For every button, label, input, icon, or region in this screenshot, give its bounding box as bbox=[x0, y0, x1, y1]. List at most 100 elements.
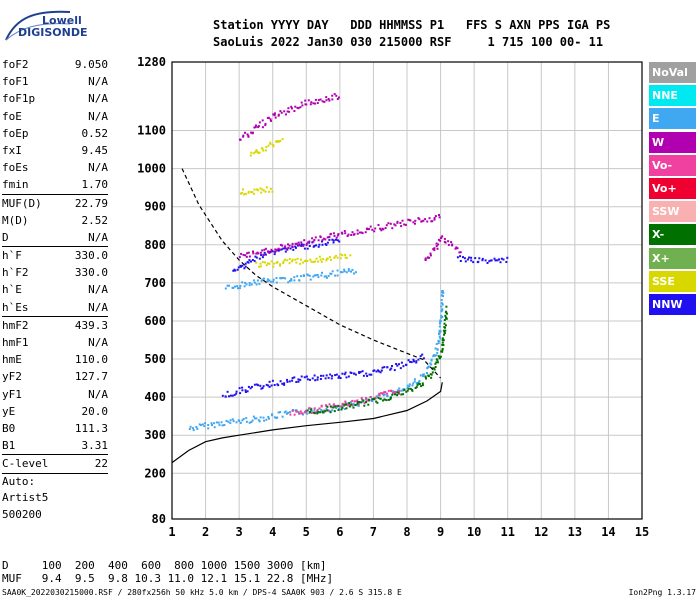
echo-mark bbox=[220, 421, 223, 424]
echo-mark bbox=[252, 192, 255, 195]
echo-mark bbox=[418, 218, 421, 221]
echo-mark bbox=[275, 249, 278, 252]
echo-mark bbox=[399, 367, 402, 370]
echo-mark bbox=[218, 424, 221, 427]
echo-mark bbox=[289, 411, 291, 414]
param-value: 20.0 bbox=[81, 404, 109, 418]
echo-mark bbox=[389, 222, 392, 225]
echo-mark bbox=[357, 401, 359, 403]
echo-mark bbox=[329, 256, 331, 259]
echo-mark bbox=[254, 255, 257, 258]
echo-mark bbox=[200, 424, 202, 427]
echo-mark bbox=[427, 365, 430, 368]
echo-mark bbox=[317, 276, 320, 279]
echo-mark bbox=[239, 392, 242, 395]
echo-mark bbox=[407, 218, 410, 221]
echo-mark bbox=[356, 404, 359, 407]
echo-mark bbox=[298, 412, 301, 415]
param-label: foF2 bbox=[2, 58, 29, 71]
echo-mark bbox=[421, 353, 424, 356]
echo-mark bbox=[261, 261, 264, 264]
echo-mark bbox=[366, 375, 369, 377]
param-row: hmF1 N/A bbox=[2, 334, 108, 351]
echo-mark bbox=[269, 187, 272, 190]
echo-mark bbox=[383, 398, 386, 401]
echo-mark bbox=[411, 389, 414, 392]
echo-mark bbox=[317, 239, 320, 242]
echo-mark bbox=[264, 261, 266, 264]
echo-mark bbox=[253, 383, 256, 386]
echo-mark bbox=[341, 232, 344, 235]
echo-mark bbox=[322, 237, 325, 240]
echo-mark bbox=[260, 265, 263, 268]
echo-mark bbox=[441, 308, 444, 311]
echo-mark bbox=[253, 126, 256, 129]
echo-mark bbox=[231, 394, 234, 397]
echo-mark bbox=[441, 347, 444, 350]
echo-mark bbox=[419, 355, 422, 358]
echo-mark bbox=[361, 398, 363, 401]
echo-mark bbox=[286, 380, 289, 383]
divider bbox=[2, 246, 108, 248]
echo-mark bbox=[343, 270, 346, 273]
param-row: foE N/A bbox=[2, 108, 108, 125]
echo-mark bbox=[439, 337, 442, 340]
echo-mark bbox=[316, 409, 319, 412]
echo-mark bbox=[334, 254, 337, 257]
echo-mark bbox=[434, 362, 437, 365]
echo-mark bbox=[441, 290, 444, 292]
echo-mark bbox=[326, 405, 329, 408]
echo-mark bbox=[251, 259, 254, 261]
echo-mark bbox=[288, 262, 291, 265]
echo-mark bbox=[347, 233, 350, 236]
echo-mark bbox=[383, 393, 386, 396]
echo-mark bbox=[300, 258, 302, 261]
legend-item-x-: X+ bbox=[649, 247, 696, 269]
echo-mark bbox=[268, 380, 271, 383]
echo-mark bbox=[360, 231, 363, 234]
echo-mark bbox=[340, 408, 343, 411]
echo-mark bbox=[413, 378, 416, 381]
echo-mark bbox=[441, 339, 444, 342]
echo-mark bbox=[300, 375, 303, 378]
x-tick-label: 2 bbox=[202, 525, 209, 539]
echo-mark bbox=[280, 277, 283, 280]
echo-mark bbox=[402, 389, 404, 392]
echo-mark bbox=[363, 402, 366, 405]
echo-mark bbox=[366, 228, 369, 231]
echo-mark bbox=[269, 118, 272, 121]
echo-mark bbox=[250, 131, 253, 134]
param-row: D N/A bbox=[2, 229, 108, 246]
echo-mark bbox=[337, 404, 340, 407]
echo-mark bbox=[444, 324, 447, 327]
echo-mark bbox=[371, 228, 374, 231]
echo-mark bbox=[494, 259, 497, 262]
echo-mark bbox=[422, 375, 424, 378]
echo-mark bbox=[411, 384, 414, 387]
echo-mark bbox=[254, 417, 256, 420]
echo-mark bbox=[305, 244, 308, 246]
echo-mark bbox=[284, 277, 287, 280]
echo-mark bbox=[273, 253, 276, 256]
echo-mark bbox=[424, 257, 427, 260]
echo-mark bbox=[414, 219, 417, 222]
echo-mark bbox=[331, 374, 334, 377]
echo-mark bbox=[431, 371, 434, 374]
echo-mark bbox=[325, 407, 328, 410]
x-tick-label: 11 bbox=[500, 525, 514, 539]
echo-mark bbox=[204, 422, 207, 425]
echo-mark bbox=[237, 287, 239, 290]
echo-mark bbox=[244, 254, 247, 257]
echo-mark bbox=[268, 250, 271, 253]
echo-mark bbox=[248, 259, 251, 262]
echo-mark bbox=[261, 249, 264, 252]
echo-mark bbox=[213, 422, 216, 425]
echo-mark bbox=[261, 278, 264, 281]
echo-mark bbox=[271, 190, 274, 193]
echo-mark bbox=[301, 261, 304, 264]
echo-mark bbox=[400, 361, 403, 364]
echo-mark bbox=[440, 294, 443, 297]
echo-mark bbox=[375, 400, 378, 403]
echo-mark bbox=[286, 378, 288, 381]
echo-mark bbox=[436, 351, 439, 354]
